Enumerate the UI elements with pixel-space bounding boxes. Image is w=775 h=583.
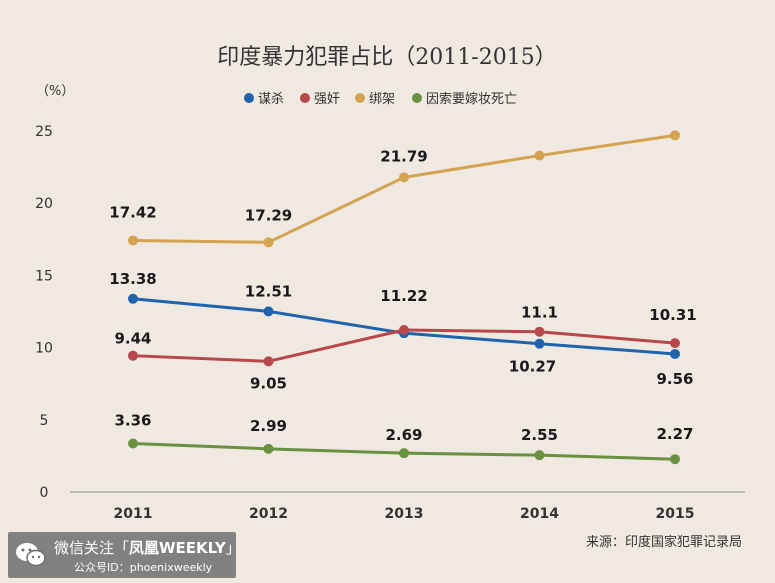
- source-note: 来源：印度国家犯罪记录局: [586, 534, 742, 550]
- data-labels: 13.38 12.51 10.27 9.56 9.44 9.05 11.22 11.1 10.3…: [109, 147, 696, 444]
- data-label: 3.36: [114, 411, 151, 429]
- watermark-badge: 微信关注「凤凰WEEKLY」 公众号ID：phoenixweekly: [8, 532, 241, 578]
- data-point: [534, 150, 545, 161]
- watermark-text: 微信关注「凤凰WEEKLY」: [54, 537, 241, 558]
- data-label: 11.22: [380, 287, 427, 305]
- data-label: 9.56: [656, 370, 693, 388]
- data-label: 2.99: [250, 417, 287, 435]
- data-label: 12.51: [245, 282, 292, 300]
- data-point: [670, 348, 680, 359]
- data-label: 10.27: [509, 358, 556, 376]
- x-axis: 2011 2012 2013 2014 2015: [114, 506, 695, 522]
- data-point: [128, 438, 138, 449]
- legend-marker: [355, 93, 365, 103]
- y-tick-label: 25: [35, 124, 53, 140]
- data-point: [128, 350, 138, 361]
- data-point: [399, 172, 409, 183]
- data-point: [263, 237, 274, 248]
- x-tick-label: 2012: [249, 506, 288, 522]
- data-label: 21.79: [380, 147, 427, 165]
- y-axis-unit: （%）: [36, 84, 74, 99]
- data-label: 13.38: [109, 270, 156, 288]
- data-point: [128, 293, 138, 304]
- y-tick-label: 5: [40, 413, 49, 429]
- legend-marker: [412, 93, 422, 103]
- data-point: [399, 448, 409, 459]
- y-tick-label: 10: [35, 341, 53, 357]
- data-point: [534, 326, 545, 337]
- x-tick-label: 2014: [520, 506, 559, 522]
- y-tick-label: 15: [35, 268, 53, 284]
- data-label: 17.42: [109, 203, 156, 221]
- data-label: 2.55: [521, 426, 558, 444]
- data-point: [670, 130, 680, 141]
- y-axis: 0 5 10 15 20 25: [35, 124, 53, 501]
- wechat-icon: [16, 543, 46, 567]
- watermark-suffix: 」: [225, 539, 241, 557]
- legend-label: 因索要嫁妆死亡: [426, 92, 517, 107]
- y-tick-label: 20: [35, 196, 53, 212]
- plot-area: [128, 130, 680, 465]
- x-tick-label: 2015: [656, 506, 695, 522]
- data-point: [128, 235, 138, 246]
- y-tick-label: 0: [40, 485, 49, 501]
- legend-label: 绑架: [369, 92, 395, 107]
- data-point: [534, 450, 545, 461]
- data-point: [263, 356, 274, 367]
- watermark-prefix: 微信关注「: [54, 539, 130, 557]
- data-label: 17.29: [245, 206, 292, 224]
- legend-marker: [300, 93, 310, 103]
- legend: 谋杀 强奸 绑架 因索要嫁妆死亡: [244, 92, 517, 107]
- data-point: [263, 443, 274, 454]
- data-label: 9.44: [114, 330, 151, 348]
- legend-marker: [244, 93, 254, 103]
- chart-title: 印度暴力犯罪占比（2011-2015）: [217, 45, 556, 70]
- data-point: [670, 454, 680, 465]
- data-point: [534, 338, 545, 349]
- data-label: 2.27: [656, 425, 693, 443]
- data-label: 10.31: [649, 306, 696, 324]
- data-point: [263, 306, 274, 317]
- data-label: 11.1: [521, 304, 558, 322]
- data-label: 2.69: [385, 426, 422, 444]
- x-tick-label: 2013: [385, 506, 424, 522]
- data-label: 9.05: [250, 374, 287, 392]
- watermark-brand: 凤凰WEEKLY: [129, 539, 226, 557]
- x-tick-label: 2011: [114, 506, 153, 522]
- legend-label: 强奸: [314, 92, 340, 107]
- legend-label: 谋杀: [258, 92, 284, 107]
- data-point: [399, 324, 409, 335]
- data-point: [670, 338, 680, 349]
- watermark-account-id: 公众号ID：phoenixweekly: [74, 561, 213, 574]
